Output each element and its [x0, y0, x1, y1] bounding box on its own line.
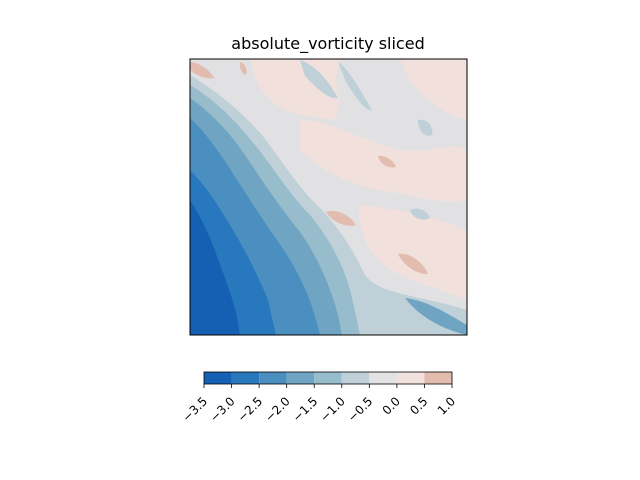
- colorbar: −3.5−3.0−2.5−2.0−1.5−1.0−0.5 0.0 0.5 1.0: [180, 371, 458, 425]
- contour-positive-speck-4: [378, 155, 396, 168]
- colorbar-tick-label: 0.5: [407, 394, 430, 417]
- colorbar-tick-label: −2.5: [235, 394, 266, 425]
- colorbar-tick-label: 1.0: [435, 394, 458, 417]
- colorbar-tick-label: −0.5: [345, 394, 376, 425]
- colorbar-bin: [259, 372, 287, 384]
- plot-frame: [189, 58, 468, 336]
- colorbar-tick-label: −1.0: [317, 394, 348, 425]
- contour-positive-speck-1: [190, 62, 214, 79]
- colorbar-bin: [396, 372, 425, 384]
- heatmap-field: [190, 59, 467, 335]
- colorbar-bin: [341, 372, 370, 384]
- colorbar-tick-label: −3.0: [207, 394, 238, 425]
- contour-positive-right: [359, 205, 467, 300]
- contour-positive-top-right: [400, 59, 467, 120]
- contour-positive-speck-3: [398, 253, 428, 275]
- colorbar-bin: [204, 372, 232, 384]
- contour-streak-3: [418, 119, 433, 136]
- contour-streak-1: [300, 60, 338, 99]
- contour-streak-4: [410, 208, 430, 220]
- contour-streak-5: [405, 298, 467, 335]
- contour-streak-2: [338, 62, 372, 111]
- colorbar-bin: [314, 372, 342, 384]
- colorbar-frame: [203, 371, 453, 385]
- chart-title: absolute_vorticity sliced: [231, 34, 424, 54]
- colorbar-bin: [286, 372, 315, 384]
- colorbar-tick-label: −1.5: [290, 394, 321, 425]
- contour-positive-speck-2: [326, 210, 356, 226]
- colorbar-bin: [369, 372, 397, 384]
- colorbar-tick-label: −2.0: [262, 394, 293, 425]
- colorbar-bin: [424, 372, 452, 384]
- contour-neg-3.0: [190, 200, 240, 335]
- colorbar-tick-label: −3.5: [180, 394, 211, 425]
- colorbar-bin: [231, 372, 260, 384]
- colorbar-tick-label: 0.0: [380, 394, 403, 417]
- contour-positive-speck-5: [239, 62, 247, 75]
